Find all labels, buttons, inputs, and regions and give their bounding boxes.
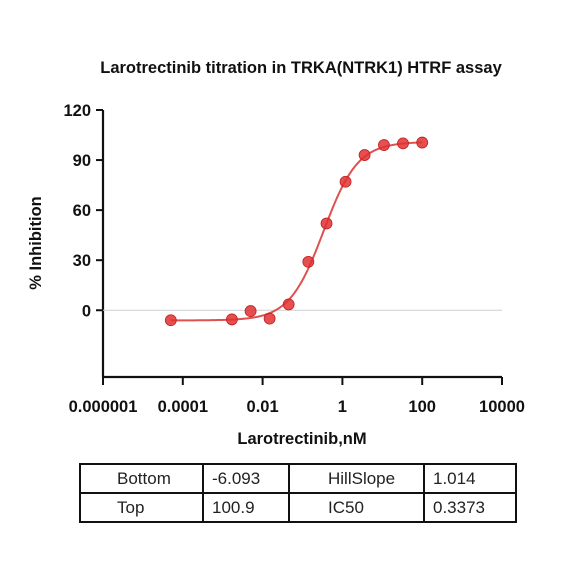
table-row: Top 100.9 IC50 0.3373 — [79, 492, 517, 523]
y-tick-label: 30 — [73, 252, 91, 270]
y-tick-label: 60 — [73, 202, 91, 220]
data-point — [416, 136, 429, 149]
chart-title: Larotrectinib titration in TRKA(NTRK1) H… — [100, 59, 502, 77]
y-axis-ticks: 0 30 60 90 120 — [63, 102, 103, 320]
x-tick-label: 1 — [338, 398, 347, 416]
x-tick-label: 10000 — [479, 398, 525, 416]
param-label-bottom: Bottom — [79, 463, 204, 494]
param-value-hillslope: 1.014 — [423, 463, 517, 494]
param-label-top: Top — [79, 492, 204, 523]
param-value-top: 100.9 — [202, 492, 290, 523]
data-point — [339, 175, 352, 188]
y-axis-label: % Inhibition — [27, 196, 45, 289]
fit-parameters-table: Bottom -6.093 HillSlope 1.014 Top 100.9 … — [79, 463, 517, 523]
param-label-ic50: IC50 — [288, 492, 425, 523]
y-tick-label: 120 — [63, 102, 91, 120]
param-value-bottom: -6.093 — [202, 463, 290, 494]
data-point — [244, 305, 257, 317]
y-tick-label: 90 — [73, 152, 91, 170]
x-axis-ticks: 0.000001 0.0001 0.01 1 100 10000 — [69, 377, 525, 416]
x-tick-label: 0.01 — [247, 398, 279, 416]
param-value-ic50: 0.3373 — [423, 492, 517, 523]
x-tick-label: 0.0001 — [158, 398, 208, 416]
y-tick-label: 0 — [82, 302, 91, 320]
data-points — [164, 136, 429, 327]
x-axis-label: Larotrectinib,nM — [237, 430, 366, 448]
param-label-hillslope: HillSlope — [288, 463, 425, 494]
data-point — [302, 255, 315, 268]
data-point — [225, 313, 238, 326]
data-point — [378, 139, 390, 151]
data-point — [320, 217, 333, 230]
data-point — [358, 149, 371, 161]
table-row: Bottom -6.093 HillSlope 1.014 — [79, 463, 517, 494]
fitted-curve — [170, 141, 423, 322]
data-point — [263, 312, 276, 325]
x-tick-label: 100 — [408, 398, 436, 416]
data-point — [397, 137, 409, 150]
data-point — [282, 298, 295, 311]
data-point — [164, 314, 177, 327]
x-tick-label: 0.000001 — [69, 398, 138, 416]
